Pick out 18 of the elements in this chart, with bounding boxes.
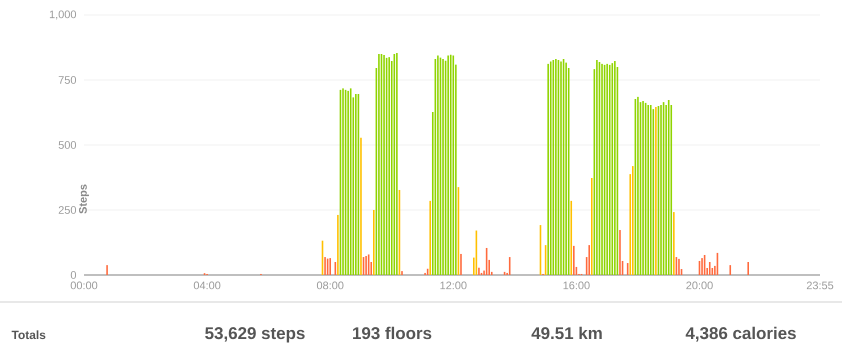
text: 193 floors: [353, 326, 432, 340]
y-tick-label: 0: [70, 271, 76, 279]
x-tick-label: 20:00: [686, 282, 713, 290]
y-tick-label: 250: [58, 206, 76, 214]
text: 49.51 km: [531, 326, 602, 340]
y-tick-label: 500: [58, 141, 76, 149]
x-tick-label: 00:00: [70, 282, 98, 290]
x-tick-label: 08:00: [316, 282, 344, 290]
text: Totals: [12, 330, 46, 340]
text: 53,629 steps: [205, 327, 305, 343]
y-tick-label: 750: [58, 76, 76, 84]
text: 4,386 calories: [686, 326, 796, 342]
x-tick-label: 12:00: [440, 282, 467, 290]
x-tick-label: 16:00: [564, 282, 590, 290]
x-tick-label: 23:55: [806, 282, 834, 290]
x-tick-label: 04:00: [194, 282, 220, 290]
y-tick-label: 1,000: [50, 10, 76, 20]
y-axis-title: Steps: [79, 184, 89, 214]
